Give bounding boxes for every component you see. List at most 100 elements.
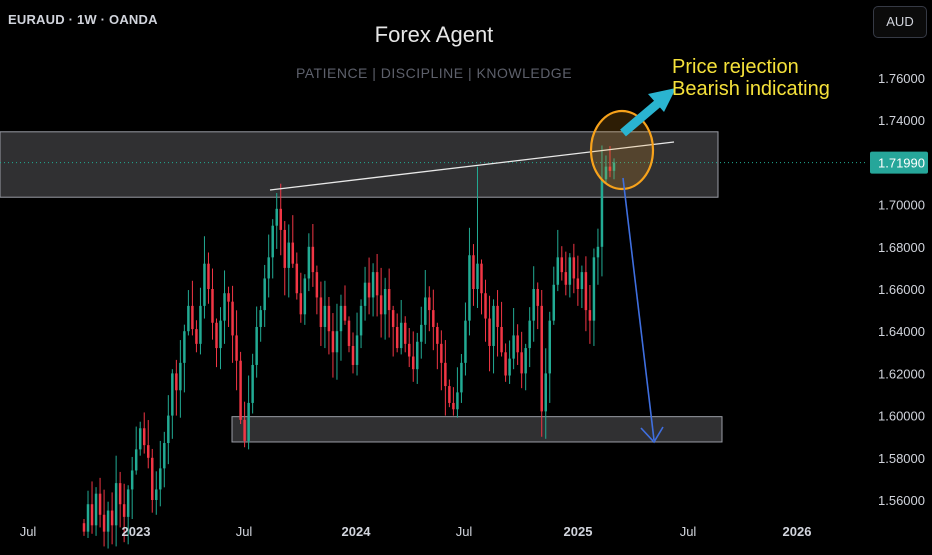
candle-body <box>375 272 379 296</box>
candle <box>327 297 331 355</box>
candle-body <box>102 514 106 532</box>
candle <box>98 477 102 528</box>
candle <box>516 324 519 365</box>
candle <box>243 401 246 448</box>
candle-body <box>572 257 576 279</box>
candle <box>556 229 560 292</box>
y-tick-label: 1.76000 <box>878 71 925 86</box>
candle-body <box>243 419 246 441</box>
candle-body <box>592 257 596 321</box>
y-tick-label: 1.70000 <box>878 198 925 213</box>
candle-body <box>568 257 572 285</box>
candle <box>283 221 287 296</box>
candle <box>424 270 427 344</box>
candle <box>335 303 339 380</box>
candle <box>315 265 319 315</box>
candle-body <box>588 310 592 321</box>
candle <box>520 331 523 389</box>
candle-body <box>263 278 266 311</box>
candle-body <box>440 343 443 363</box>
candle <box>94 487 98 536</box>
candle <box>448 379 451 408</box>
candle <box>303 274 307 325</box>
candle-body <box>564 272 568 285</box>
candle <box>532 266 535 342</box>
candle <box>540 290 543 437</box>
candle <box>387 268 391 338</box>
candle-body <box>424 297 427 325</box>
candle-body <box>134 449 138 471</box>
candle <box>564 251 568 296</box>
candle <box>428 286 431 332</box>
candle <box>195 320 198 353</box>
candle-body <box>187 305 190 332</box>
candle <box>468 227 471 336</box>
candle <box>247 375 250 450</box>
candle-body <box>247 402 250 441</box>
candle <box>480 259 483 315</box>
candle <box>436 322 439 370</box>
candle-body <box>163 443 166 469</box>
candle-body <box>130 470 134 490</box>
candle-body <box>267 257 270 279</box>
candle <box>464 302 467 376</box>
candle-body <box>492 305 495 346</box>
candle <box>114 455 118 547</box>
candle <box>440 330 443 391</box>
candle <box>90 481 94 534</box>
candle-body <box>403 322 407 344</box>
candle-body <box>179 362 182 391</box>
candle-body <box>94 493 98 526</box>
candle-body <box>287 242 291 268</box>
candle <box>383 277 387 340</box>
candle <box>187 290 190 336</box>
candle <box>508 340 511 384</box>
candle <box>528 307 531 368</box>
axis-layer: 1.760001.740001.720001.700001.680001.660… <box>20 71 928 539</box>
candle-body <box>279 208 282 230</box>
candle-body <box>347 320 351 346</box>
annotation-line-1: Price rejection <box>672 56 799 78</box>
candle-body <box>516 335 519 353</box>
candle-body <box>504 352 507 376</box>
candle <box>444 340 447 416</box>
candle <box>560 246 564 281</box>
candle-body <box>552 284 556 321</box>
currency-button[interactable]: AUD <box>873 6 927 38</box>
candle <box>576 255 580 306</box>
candle <box>379 267 383 338</box>
candle-body <box>428 297 431 311</box>
candle-body <box>195 329 198 344</box>
candle <box>175 359 178 416</box>
candle <box>544 348 547 439</box>
candle <box>548 311 552 403</box>
x-tick-label: Jul <box>680 524 697 539</box>
candle <box>588 284 592 344</box>
candle-body <box>512 335 515 359</box>
candle-body <box>106 510 110 532</box>
candle-body <box>387 289 391 311</box>
symbol-label[interactable]: EURAUD · 1W · OANDA <box>8 12 158 27</box>
last-price-label: 1.71990 <box>878 156 925 171</box>
candle <box>432 289 435 351</box>
candle-body <box>379 295 383 315</box>
candle-body <box>295 263 299 294</box>
x-tick-label: 2023 <box>122 524 151 539</box>
candle-body <box>448 386 451 403</box>
candle-body <box>191 305 194 330</box>
candle-body <box>223 293 226 321</box>
candle-body <box>118 483 122 505</box>
candle-body <box>363 282 367 306</box>
y-tick-label: 1.58000 <box>878 451 925 466</box>
candle <box>512 307 515 370</box>
candle-body <box>480 263 483 294</box>
candle <box>367 257 371 315</box>
candle <box>399 299 403 355</box>
candle <box>572 243 576 294</box>
candle <box>536 282 539 330</box>
candle-body <box>126 489 130 517</box>
candle-body <box>183 331 186 363</box>
candle-body <box>207 263 210 289</box>
